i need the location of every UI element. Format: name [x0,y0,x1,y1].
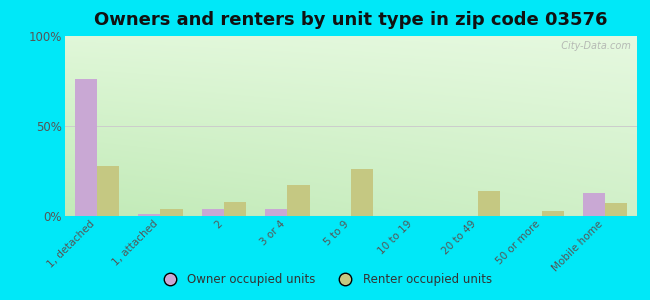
Bar [541,211,564,216]
Bar [161,209,183,216]
Bar [287,185,309,216]
Text: City-Data.com: City-Data.com [555,41,631,51]
Bar [75,79,97,216]
Bar [224,202,246,216]
Legend: Owner occupied units, Renter occupied units: Owner occupied units, Renter occupied un… [153,269,497,291]
Bar [478,191,500,216]
Title: Owners and renters by unit type in zip code 03576: Owners and renters by unit type in zip c… [94,11,608,29]
Bar [583,193,605,216]
Bar [138,214,161,216]
Bar [202,209,224,216]
Bar [265,209,287,216]
Bar [97,166,119,216]
Bar [351,169,373,216]
Bar [605,203,627,216]
